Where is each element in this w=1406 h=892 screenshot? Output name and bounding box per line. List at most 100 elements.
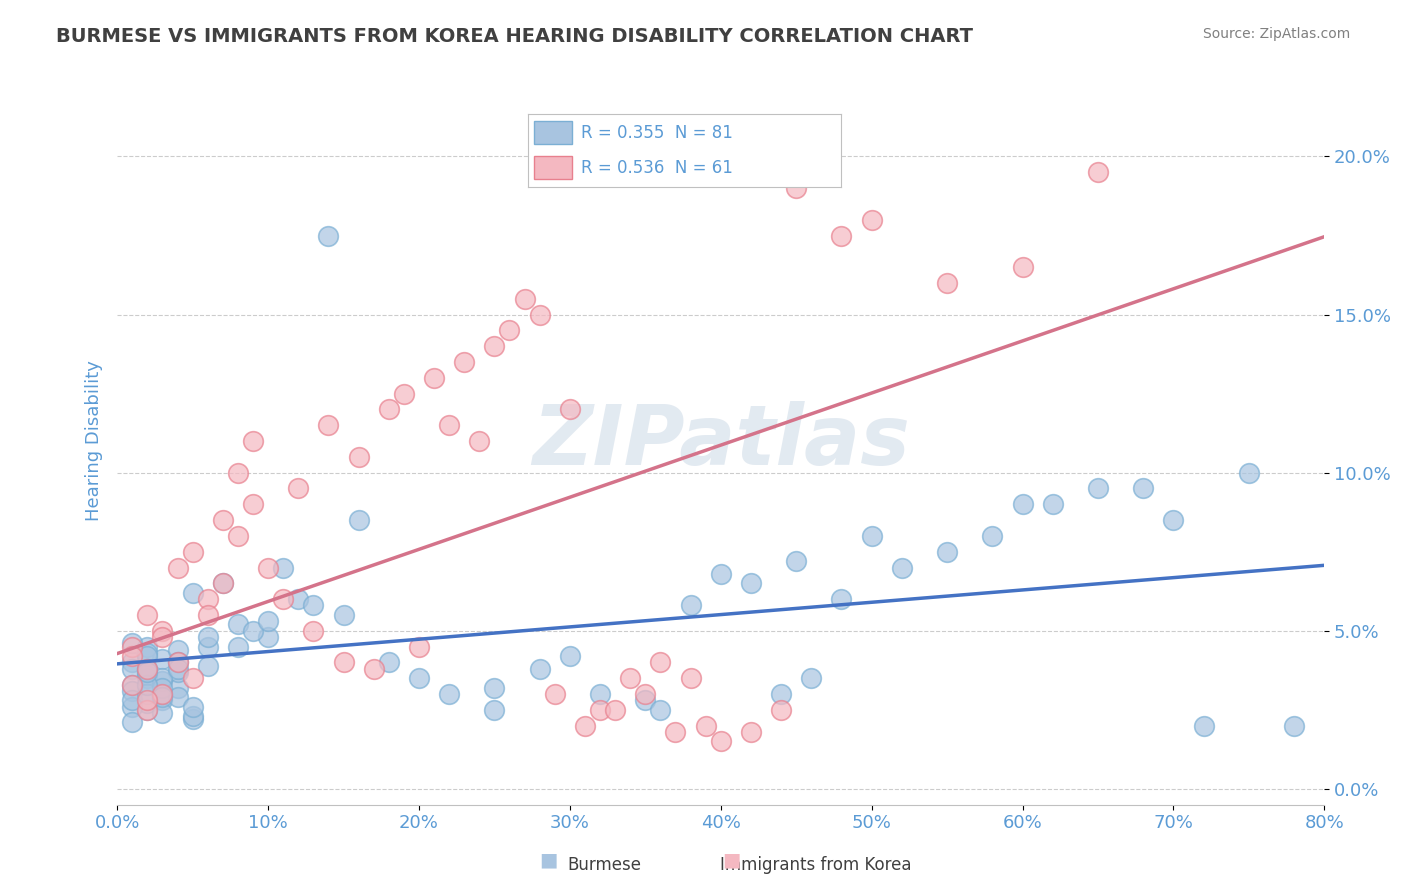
Text: BURMESE VS IMMIGRANTS FROM KOREA HEARING DISABILITY CORRELATION CHART: BURMESE VS IMMIGRANTS FROM KOREA HEARING… bbox=[56, 27, 973, 45]
Burmese bbox=[136, 668, 159, 682]
Immigrants from Korea bbox=[136, 693, 159, 707]
Burmese bbox=[152, 690, 174, 705]
Immigrants from Korea bbox=[347, 450, 370, 464]
Immigrants from Korea bbox=[271, 592, 294, 607]
Burmese bbox=[166, 681, 188, 695]
Immigrants from Korea bbox=[318, 418, 340, 433]
Immigrants from Korea bbox=[453, 355, 475, 369]
Burmese bbox=[121, 656, 143, 670]
Immigrants from Korea bbox=[1011, 260, 1033, 275]
Immigrants from Korea bbox=[136, 703, 159, 717]
Text: Source: ZipAtlas.com: Source: ZipAtlas.com bbox=[1202, 27, 1350, 41]
Burmese bbox=[121, 677, 143, 691]
Burmese bbox=[257, 615, 280, 629]
Burmese bbox=[1087, 482, 1109, 496]
Immigrants from Korea bbox=[226, 466, 249, 480]
Burmese bbox=[197, 658, 219, 673]
Burmese bbox=[166, 665, 188, 679]
Burmese bbox=[166, 690, 188, 705]
Immigrants from Korea bbox=[544, 687, 567, 701]
Burmese bbox=[121, 693, 143, 707]
Burmese bbox=[740, 576, 762, 591]
Immigrants from Korea bbox=[679, 671, 702, 685]
Immigrants from Korea bbox=[619, 671, 641, 685]
Immigrants from Korea bbox=[121, 649, 143, 664]
Immigrants from Korea bbox=[408, 640, 430, 654]
Burmese bbox=[710, 566, 733, 581]
Burmese bbox=[785, 554, 807, 568]
Immigrants from Korea bbox=[332, 656, 354, 670]
Burmese bbox=[197, 630, 219, 644]
Burmese bbox=[484, 703, 506, 717]
Immigrants from Korea bbox=[181, 545, 204, 559]
Burmese bbox=[181, 709, 204, 723]
Burmese bbox=[936, 545, 959, 559]
Immigrants from Korea bbox=[1087, 165, 1109, 179]
Burmese bbox=[136, 640, 159, 654]
Immigrants from Korea bbox=[695, 718, 717, 732]
Burmese bbox=[1163, 513, 1185, 527]
Immigrants from Korea bbox=[423, 371, 446, 385]
Immigrants from Korea bbox=[634, 687, 657, 701]
Burmese bbox=[136, 646, 159, 660]
Burmese bbox=[181, 699, 204, 714]
Immigrants from Korea bbox=[152, 630, 174, 644]
Burmese bbox=[226, 640, 249, 654]
Immigrants from Korea bbox=[710, 734, 733, 748]
Burmese bbox=[1042, 497, 1064, 511]
Immigrants from Korea bbox=[574, 718, 596, 732]
Burmese bbox=[136, 671, 159, 685]
Burmese bbox=[152, 706, 174, 720]
Y-axis label: Hearing Disability: Hearing Disability bbox=[86, 360, 103, 522]
Immigrants from Korea bbox=[558, 402, 581, 417]
Immigrants from Korea bbox=[242, 497, 264, 511]
Text: ■: ■ bbox=[538, 851, 558, 870]
Burmese bbox=[1192, 718, 1215, 732]
Burmese bbox=[347, 513, 370, 527]
Burmese bbox=[679, 599, 702, 613]
Burmese bbox=[121, 683, 143, 698]
Immigrants from Korea bbox=[181, 671, 204, 685]
Text: Immigrants from Korea: Immigrants from Korea bbox=[720, 856, 911, 874]
Burmese bbox=[1237, 466, 1260, 480]
Burmese bbox=[332, 607, 354, 622]
Burmese bbox=[981, 529, 1004, 543]
Burmese bbox=[378, 656, 401, 670]
Burmese bbox=[197, 640, 219, 654]
Burmese bbox=[257, 630, 280, 644]
Burmese bbox=[152, 674, 174, 689]
Burmese bbox=[589, 687, 612, 701]
Immigrants from Korea bbox=[589, 703, 612, 717]
Immigrants from Korea bbox=[363, 662, 385, 676]
Immigrants from Korea bbox=[603, 703, 626, 717]
Immigrants from Korea bbox=[664, 725, 686, 739]
Immigrants from Korea bbox=[136, 607, 159, 622]
Burmese bbox=[136, 687, 159, 701]
Burmese bbox=[152, 681, 174, 695]
Burmese bbox=[152, 687, 174, 701]
Burmese bbox=[166, 642, 188, 657]
Burmese bbox=[121, 636, 143, 650]
Burmese bbox=[152, 671, 174, 685]
Immigrants from Korea bbox=[484, 339, 506, 353]
Burmese bbox=[1011, 497, 1033, 511]
Immigrants from Korea bbox=[378, 402, 401, 417]
Immigrants from Korea bbox=[257, 560, 280, 574]
Burmese bbox=[271, 560, 294, 574]
Immigrants from Korea bbox=[226, 529, 249, 543]
Burmese bbox=[136, 677, 159, 691]
Burmese bbox=[318, 228, 340, 243]
Immigrants from Korea bbox=[468, 434, 491, 448]
Burmese bbox=[302, 599, 325, 613]
Burmese bbox=[408, 671, 430, 685]
Immigrants from Korea bbox=[785, 181, 807, 195]
Immigrants from Korea bbox=[498, 323, 520, 337]
Burmese bbox=[529, 662, 551, 676]
Immigrants from Korea bbox=[770, 703, 793, 717]
Burmese bbox=[890, 560, 912, 574]
Burmese bbox=[800, 671, 823, 685]
Burmese bbox=[484, 681, 506, 695]
Burmese bbox=[152, 652, 174, 666]
Text: ■: ■ bbox=[721, 851, 741, 870]
Burmese bbox=[242, 624, 264, 638]
